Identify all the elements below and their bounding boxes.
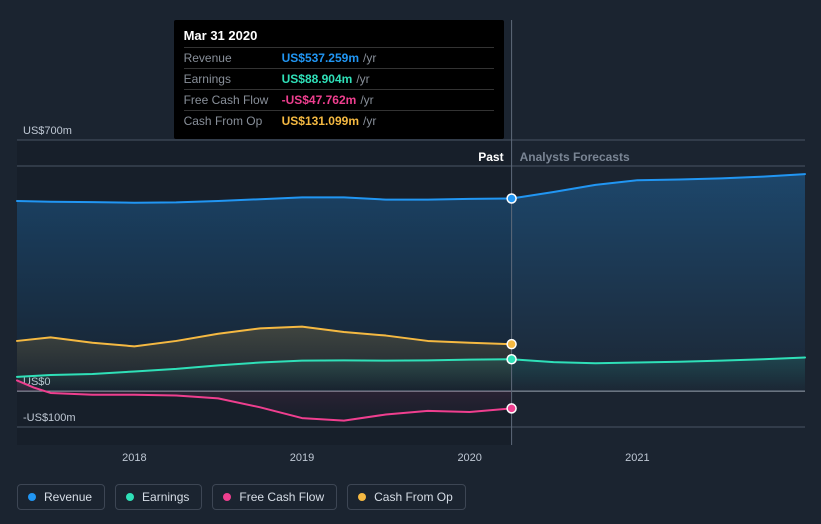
tooltip-row-label: Cash From Op bbox=[184, 114, 282, 128]
tooltip-row-value: US$131.099m bbox=[282, 114, 359, 128]
legend-item-label: Cash From Op bbox=[374, 490, 453, 504]
legend-item-label: Revenue bbox=[44, 490, 92, 504]
section-label-forecast: Analysts Forecasts bbox=[520, 150, 630, 164]
tooltip-row-label: Free Cash Flow bbox=[184, 93, 282, 107]
tooltip-row: RevenueUS$537.259m/yr bbox=[184, 47, 494, 68]
financial-chart: US$700mUS$0-US$100mPastAnalysts Forecast… bbox=[0, 0, 821, 524]
legend: Revenue Earnings Free Cash Flow Cash From O… bbox=[17, 484, 466, 510]
x-axis-label: 2019 bbox=[290, 452, 314, 464]
tooltip-row: Free Cash Flow-US$47.762m/yr bbox=[184, 89, 494, 110]
tooltip-date: Mar 31 2020 bbox=[184, 26, 494, 47]
x-axis-label: 2020 bbox=[457, 452, 481, 464]
legend-dot-icon bbox=[223, 493, 231, 501]
tooltip-row-per: /yr bbox=[356, 72, 369, 86]
tooltip-row-per: /yr bbox=[360, 93, 373, 107]
section-label-past: Past bbox=[478, 150, 503, 164]
tooltip-row: Cash From OpUS$131.099m/yr bbox=[184, 110, 494, 131]
tooltip-row-label: Earnings bbox=[184, 72, 282, 86]
hover-tooltip: Mar 31 2020 RevenueUS$537.259m/yrEarning… bbox=[174, 20, 504, 139]
legend-dot-icon bbox=[358, 493, 366, 501]
legend-item-label: Earnings bbox=[142, 490, 189, 504]
tooltip-row-per: /yr bbox=[363, 51, 376, 65]
tooltip-row-value: US$88.904m bbox=[282, 72, 353, 86]
tooltip-row-value: -US$47.762m bbox=[282, 93, 357, 107]
legend-item-earnings[interactable]: Earnings bbox=[115, 484, 202, 510]
tooltip-row: EarningsUS$88.904m/yr bbox=[184, 68, 494, 89]
tooltip-row-per: /yr bbox=[363, 114, 376, 128]
legend-item-label: Free Cash Flow bbox=[239, 490, 324, 504]
y-axis-label: -US$100m bbox=[23, 412, 76, 424]
x-axis-label: 2018 bbox=[122, 452, 146, 464]
tooltip-row-label: Revenue bbox=[184, 51, 282, 65]
legend-item-cash_from_op[interactable]: Cash From Op bbox=[347, 484, 466, 510]
x-axis-label: 2021 bbox=[625, 452, 649, 464]
legend-item-revenue[interactable]: Revenue bbox=[17, 484, 105, 510]
legend-dot-icon bbox=[28, 493, 36, 501]
legend-dot-icon bbox=[126, 493, 134, 501]
y-axis-label: US$700m bbox=[23, 125, 72, 137]
tooltip-row-value: US$537.259m bbox=[282, 51, 359, 65]
legend-item-free_cash_flow[interactable]: Free Cash Flow bbox=[212, 484, 337, 510]
